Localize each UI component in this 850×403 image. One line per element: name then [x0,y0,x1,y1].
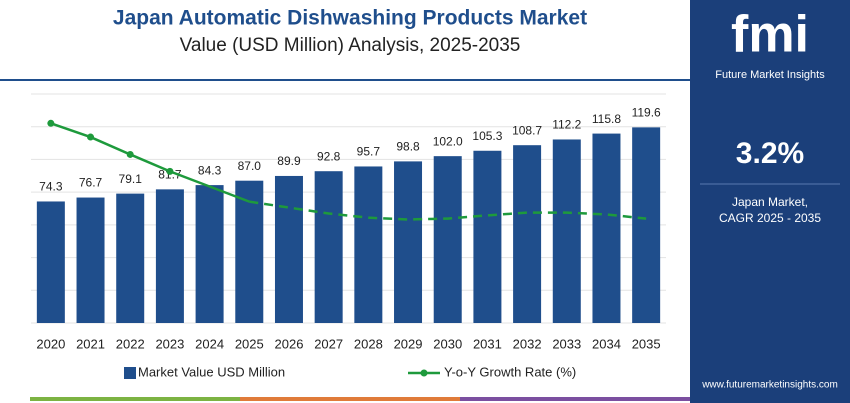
legend-label: Y-o-Y Growth Rate (%) [444,364,576,379]
cagr-label: CAGR 2025 - 2035 [719,211,821,225]
cagr-label: Japan Market, [732,195,808,209]
bar [513,145,542,323]
x-tick-label: 2035 [632,336,661,351]
data-label: 98.8 [396,140,420,154]
growth-line [249,200,647,221]
data-label: 89.9 [277,154,301,168]
data-label: 112.2 [552,118,581,132]
x-tick-label: 2020 [36,336,65,351]
x-tick-label: 2026 [275,336,304,351]
x-tick-label: 2034 [592,336,621,351]
x-tick-label: 2022 [116,336,145,351]
x-tick-label: 2029 [394,336,423,351]
x-tick-label: 2027 [314,336,343,351]
x-tick-label: 2025 [235,336,264,351]
x-tick-label: 2030 [433,336,462,351]
x-tick-label: 2028 [354,336,383,351]
data-label: 74.3 [39,180,63,194]
data-label: 76.7 [79,176,103,190]
bar [116,193,145,323]
bar [552,139,581,323]
bar [394,161,423,323]
growth-point [166,167,174,175]
x-tick-label: 2023 [155,336,184,351]
x-tick-label: 2021 [76,336,105,351]
bar [354,166,383,323]
data-label: 95.7 [357,145,381,159]
bar [592,133,621,323]
growth-line [50,122,250,203]
bar [632,127,661,324]
side-panel [690,0,850,403]
x-tick-label: 2032 [513,336,542,351]
bar [314,171,343,323]
data-label: 105.3 [472,129,502,143]
legend-swatch [124,367,136,379]
data-label: 119.6 [632,106,661,120]
footer-strip [240,397,460,401]
bar [36,201,65,323]
bar [76,197,105,323]
growth-point [87,133,95,141]
bar [155,189,184,323]
footer-strip [30,397,240,401]
data-label: 79.1 [119,172,143,186]
data-label: 84.3 [198,163,222,177]
growth-point [126,150,134,158]
data-label: 87.0 [238,159,262,173]
bar [235,180,264,323]
data-label: 115.8 [592,112,621,126]
data-label: 102.0 [433,134,463,148]
cagr-value: 3.2% [736,137,804,170]
logo: fmi [731,6,809,64]
growth-point [47,119,55,127]
x-tick-label: 2024 [195,336,224,351]
chart-subtitle: Value (USD Million) Analysis, 2025-2035 [180,35,521,56]
legend-marker [420,369,428,377]
bar [195,185,224,323]
logo-subtitle: Future Market Insights [715,69,825,81]
url: www.futuremarketinsights.com [701,380,838,391]
legend-label: Market Value USD Million [138,364,285,379]
footer-strip [460,397,690,401]
data-label: 92.8 [317,149,341,163]
chart-title: Japan Automatic Dishwashing Products Mar… [113,7,587,30]
data-label: 108.7 [512,123,542,137]
x-tick-label: 2033 [552,336,581,351]
x-tick-label: 2031 [473,336,502,351]
bar [274,175,303,323]
bar [433,156,462,323]
bar [473,150,502,323]
